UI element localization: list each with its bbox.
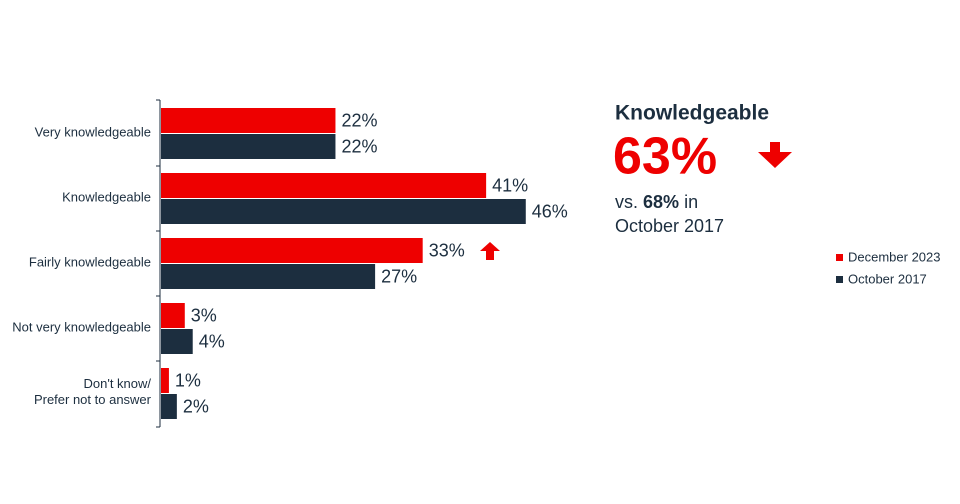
bar — [161, 394, 177, 419]
callout-comparison: vs. 68% in — [615, 192, 698, 212]
value-label: 22% — [341, 136, 377, 156]
category-label: Fairly knowledgeable — [29, 254, 151, 269]
bar — [161, 264, 376, 289]
decrease-arrow — [758, 142, 792, 168]
category-label: Don't know/Prefer not to answer — [34, 376, 152, 407]
comparison-value: 68% — [643, 192, 679, 212]
value-label: 1% — [175, 370, 201, 390]
bar — [161, 238, 423, 263]
bar — [161, 368, 169, 393]
bar — [161, 173, 487, 198]
value-label: 2% — [183, 396, 209, 416]
increase-arrow — [480, 242, 500, 260]
bar — [161, 108, 336, 133]
value-label: 4% — [199, 331, 225, 351]
value-label: 27% — [381, 266, 417, 286]
category-separators — [156, 99, 160, 428]
legend-swatch — [836, 254, 843, 261]
callout-value: 63% — [613, 128, 717, 186]
legend-label: December 2023 — [848, 249, 941, 264]
value-label: 3% — [191, 305, 217, 325]
category-label: Very knowledgeable — [35, 124, 151, 139]
value-label: 46% — [532, 201, 568, 221]
callout-title: Knowledgeable — [615, 102, 769, 125]
comparison-period: October 2017 — [615, 216, 724, 236]
bar — [161, 329, 193, 354]
value-label: 22% — [341, 110, 377, 130]
legend-label: October 2017 — [848, 271, 927, 286]
comparison-suffix: in — [684, 192, 698, 212]
legend-swatch — [836, 276, 843, 283]
bar — [161, 134, 336, 159]
value-label: 41% — [492, 175, 528, 195]
comparison-prefix: vs. — [615, 192, 638, 212]
value-label: 33% — [429, 240, 465, 260]
bar — [161, 303, 185, 328]
category-label: Not very knowledgeable — [12, 319, 151, 334]
bar — [161, 199, 526, 224]
category-label: Knowledgeable — [62, 189, 151, 204]
